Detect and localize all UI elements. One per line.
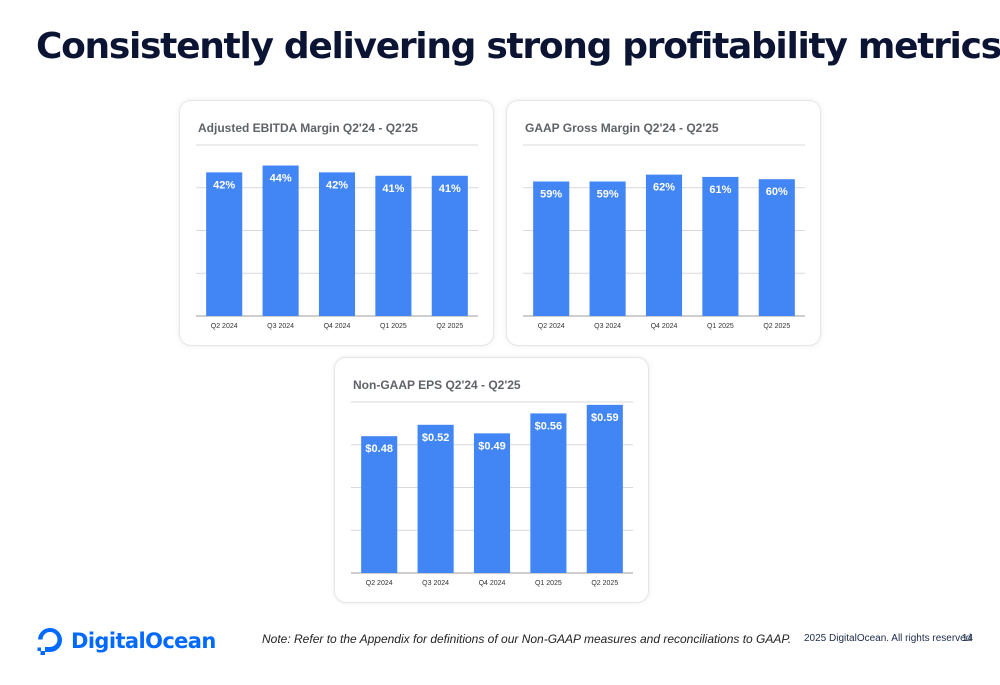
bar-value-label: 59% [540, 188, 562, 200]
bar-value-label: $0.56 [535, 420, 563, 432]
bar [645, 174, 683, 316]
digitalocean-logo: DigitalOcean [37, 626, 216, 656]
x-tick-label: Q4 2024 [651, 323, 678, 330]
bar [758, 179, 795, 316]
x-tick-label: Q2 2025 [763, 323, 790, 330]
bar-value-label: 59% [597, 188, 619, 200]
x-tick-label: Q1 2025 [380, 323, 407, 330]
bar [361, 436, 398, 573]
page-title: Consistently delivering strong profitabi… [36, 26, 1000, 67]
bar-value-label: 62% [653, 182, 675, 194]
bar-value-label: 61% [709, 184, 731, 196]
bar [586, 404, 623, 573]
gaap-gross-margin-chart: GAAP Gross Margin Q2'24 - Q2'25 59% Q2 202… [523, 121, 805, 330]
logo-text: DigitalOcean [71, 629, 216, 653]
bar [375, 175, 412, 316]
x-tick-label: Q3 2024 [267, 323, 294, 330]
x-tick-label: Q2 2025 [436, 323, 463, 330]
x-tick-label: Q3 2024 [594, 323, 621, 330]
gaap-gross-margin-chart-card: GAAP Gross Margin Q2'24 - Q2'25 59% Q2 202… [506, 100, 821, 346]
adjusted-ebitda-chart-card: Adjusted EBITDA Margin Q2'24 - Q2'25 42% Q… [179, 100, 494, 346]
copyright: 2025 DigitalOcean. All rights reserved [804, 633, 972, 644]
bar [530, 413, 567, 573]
bar [417, 424, 454, 573]
bar-value-label: 44% [270, 173, 292, 185]
x-tick-label: Q4 2024 [324, 323, 351, 330]
bar [589, 181, 626, 316]
bar [533, 181, 570, 316]
x-tick-label: Q1 2025 [707, 323, 734, 330]
non-gaap-eps-chart-card: Non-GAAP EPS Q2'24 - Q2'25 $0.48 Q2 2024 $0… [334, 357, 649, 603]
bar-value-label: 42% [213, 179, 235, 191]
bar-value-label: 41% [382, 183, 404, 195]
bar [206, 172, 243, 316]
bar-value-label: 41% [439, 183, 461, 195]
bar-value-label: $0.59 [591, 412, 619, 424]
x-tick-label: Q2 2024 [211, 323, 238, 330]
bar [702, 176, 739, 316]
bar [473, 433, 511, 573]
bar-value-label: $0.52 [422, 432, 450, 444]
x-tick-label: Q2 2024 [538, 323, 565, 330]
bar-value-label: 60% [766, 186, 788, 198]
bar-value-label: $0.49 [478, 440, 506, 452]
x-tick-label: Q2 2024 [366, 580, 393, 587]
x-tick-label: Q2 2025 [591, 580, 618, 587]
chart-title: Adjusted EBITDA Margin Q2'24 - Q2'25 [198, 121, 418, 135]
x-tick-label: Q1 2025 [535, 580, 562, 587]
chart-title: Non-GAAP EPS Q2'24 - Q2'25 [353, 378, 521, 392]
adjusted-ebitda-chart: Adjusted EBITDA Margin Q2'24 - Q2'25 42% Q… [196, 121, 478, 330]
bar-value-label: $0.48 [365, 443, 393, 455]
digitalocean-logo-icon [37, 628, 62, 655]
bar [431, 175, 468, 316]
page-number: 14 [962, 633, 974, 644]
x-tick-label: Q4 2024 [479, 580, 506, 587]
bar [262, 165, 299, 316]
x-tick-label: Q3 2024 [422, 580, 449, 587]
bar-value-label: 42% [326, 179, 348, 191]
footer-note: Note: Refer to the Appendix for definiti… [262, 632, 792, 646]
bar [318, 172, 356, 316]
chart-title: GAAP Gross Margin Q2'24 - Q2'25 [525, 121, 719, 135]
non-gaap-eps-chart: Non-GAAP EPS Q2'24 - Q2'25 $0.48 Q2 2024 $0… [351, 378, 633, 587]
